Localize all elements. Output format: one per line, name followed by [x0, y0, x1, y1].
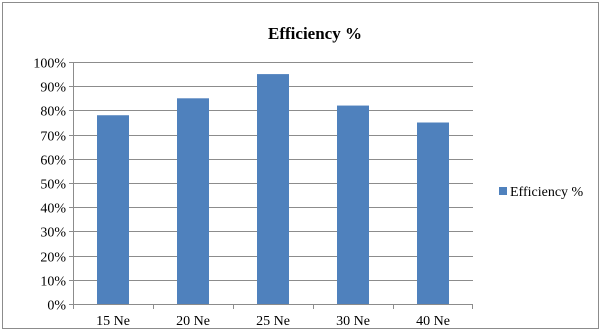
bar-30-ne	[337, 105, 369, 304]
y-tick-label: 20%	[40, 251, 66, 266]
bar-20-ne	[177, 98, 209, 304]
y-tick-label: 50%	[40, 178, 66, 193]
y-axis: 0% 10% 20% 30% 40% 50% 60% 70% 80% 90% 100%	[33, 57, 74, 314]
y-tick-label: 30%	[40, 226, 66, 241]
x-tick-label: 40 Ne	[416, 314, 450, 329]
legend: Efficiency %	[499, 185, 584, 200]
x-axis: 15 Ne 20 Ne 25 Ne 30 Ne 40 Ne	[73, 304, 473, 329]
y-tick-label: 80%	[40, 105, 66, 120]
y-tick-label: 60%	[40, 154, 66, 169]
bar-15-ne	[97, 115, 129, 305]
x-tick-label: 30 Ne	[336, 314, 370, 329]
x-tick-label: 15 Ne	[96, 314, 130, 329]
y-tick-label: 90%	[40, 81, 66, 96]
bars	[97, 74, 449, 305]
y-tick-label: 10%	[40, 275, 66, 290]
y-tick-label: 70%	[40, 130, 66, 145]
chart-title: Efficiency %	[268, 24, 362, 43]
y-tick-label: 0%	[47, 299, 66, 314]
bar-40-ne	[417, 122, 449, 304]
x-tick-label: 20 Ne	[176, 314, 210, 329]
legend-swatch	[499, 187, 507, 195]
legend-label: Efficiency %	[510, 185, 584, 200]
y-tick-label: 40%	[40, 202, 66, 217]
y-tick-label: 100%	[33, 57, 66, 72]
bar-25-ne	[257, 74, 289, 304]
x-tick-label: 25 Ne	[256, 314, 290, 329]
